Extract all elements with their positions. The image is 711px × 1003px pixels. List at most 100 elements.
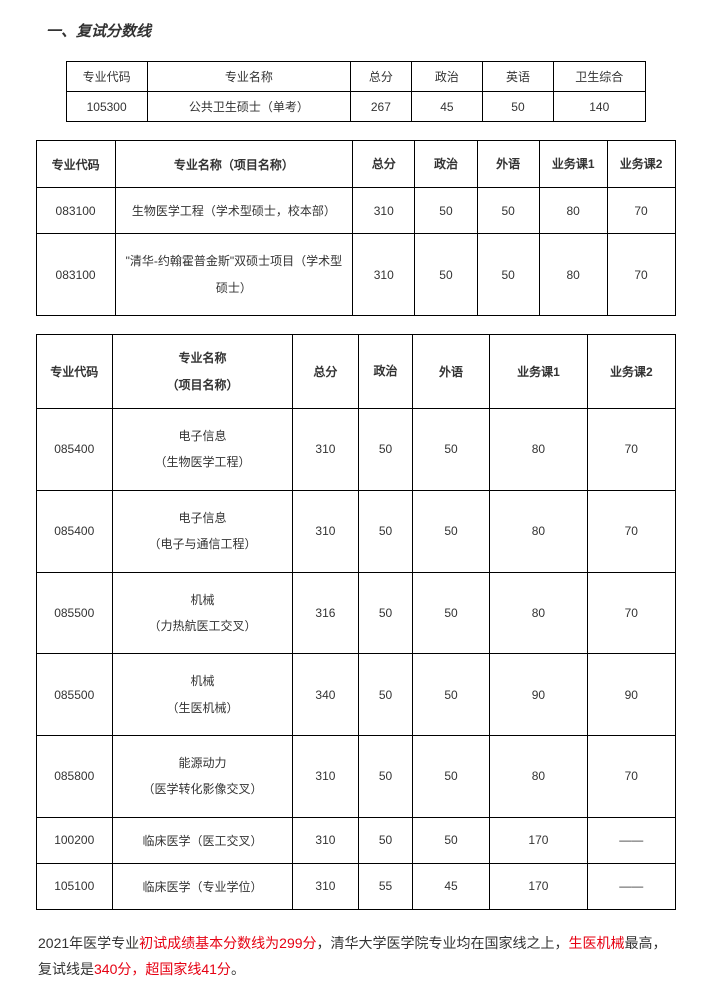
table-row: 083100 "清华-约翰霍普金斯"双硕士项目（学术型硕士） 310 50 50…	[36, 234, 675, 316]
cell: 45	[413, 863, 489, 909]
table-header-row: 专业代码 专业名称（项目名称） 总分 政治 外语 业务课1 业务课2	[36, 141, 675, 188]
cell: 310	[293, 490, 359, 572]
t1-h3: 政治	[411, 62, 482, 92]
cell: "清华-约翰霍普金斯"双硕士项目（学术型硕士）	[115, 234, 353, 316]
cell: 105300	[66, 92, 147, 122]
cell: 45	[411, 92, 482, 122]
t3-h5: 业务课1	[489, 335, 587, 409]
t2-h1: 专业名称（项目名称）	[115, 141, 353, 188]
cell: 机械（生医机械）	[112, 654, 292, 736]
cell: 80	[539, 188, 607, 234]
cell: 50	[358, 736, 413, 818]
cell: 310	[353, 234, 415, 316]
cell: 50	[477, 234, 539, 316]
cell: 50	[358, 817, 413, 863]
cell: 083100	[36, 188, 115, 234]
cell: 55	[358, 863, 413, 909]
t2-h0: 专业代码	[36, 141, 115, 188]
cell: 50	[358, 572, 413, 654]
cell: 70	[588, 736, 675, 818]
fn-red: 340分，超国家线41分	[94, 961, 231, 977]
cell: 80	[489, 490, 587, 572]
cell: ——	[588, 817, 675, 863]
cell: 电子信息（生物医学工程）	[112, 408, 292, 490]
table-2: 专业代码 专业名称（项目名称） 总分 政治 外语 业务课1 业务课2 08310…	[36, 140, 676, 316]
t3-h3: 政治	[358, 335, 413, 409]
cell: 80	[539, 234, 607, 316]
table-row: 085500机械（力热航医工交叉）31650508070	[36, 572, 675, 654]
cell: 50	[413, 490, 489, 572]
cell: 临床医学（医工交叉）	[112, 817, 292, 863]
t1-h5: 卫生综合	[554, 62, 645, 92]
table-row: 105300 公共卫生硕士（单考） 267 45 50 140	[66, 92, 645, 122]
cell: 80	[489, 408, 587, 490]
cell: 50	[482, 92, 553, 122]
section-title: 一、复试分数线	[46, 20, 681, 41]
cell: 70	[588, 490, 675, 572]
fn-text: 2021年医学专业	[38, 935, 139, 951]
t2-h6: 业务课2	[607, 141, 675, 188]
cell: 50	[358, 490, 413, 572]
table-header-row: 专业代码 专业名称 总分 政治 英语 卫生综合	[66, 62, 645, 92]
cell: 100200	[36, 817, 112, 863]
cell: 50	[413, 817, 489, 863]
table-1: 专业代码 专业名称 总分 政治 英语 卫生综合 105300 公共卫生硕士（单考…	[66, 61, 646, 122]
table-row: 105100临床医学（专业学位）3105545170——	[36, 863, 675, 909]
table-row: 085400电子信息（生物医学工程）31050508070	[36, 408, 675, 490]
cell: 临床医学（专业学位）	[112, 863, 292, 909]
cell: ——	[588, 863, 675, 909]
t2-h5: 业务课1	[539, 141, 607, 188]
cell: 50	[413, 654, 489, 736]
cell: 50	[415, 234, 477, 316]
t3-h0: 专业代码	[36, 335, 112, 409]
cell: 085400	[36, 408, 112, 490]
t2-h3: 政治	[415, 141, 477, 188]
cell: 310	[293, 736, 359, 818]
footnote: 2021年医学专业初试成绩基本分数线为299分，清华大学医学院专业均在国家线之上…	[38, 930, 673, 983]
table-row: 083100 生物医学工程（学术型硕士，校本部） 310 50 50 80 70	[36, 188, 675, 234]
table-row: 085400电子信息（电子与通信工程）31050508070	[36, 490, 675, 572]
cell: 085800	[36, 736, 112, 818]
cell: 50	[413, 736, 489, 818]
cell: 340	[293, 654, 359, 736]
t1-h2: 总分	[350, 62, 411, 92]
fn-red: 初试成绩基本分数线为299分	[139, 935, 316, 951]
cell: 生物医学工程（学术型硕士，校本部）	[115, 188, 353, 234]
cell: 90	[588, 654, 675, 736]
table-header-row: 专业代码 专业名称（项目名称） 总分 政治 外语 业务课1 业务课2	[36, 335, 675, 409]
t1-h0: 专业代码	[66, 62, 147, 92]
cell: 50	[477, 188, 539, 234]
cell: 能源动力（医学转化影像交叉）	[112, 736, 292, 818]
cell: 50	[413, 572, 489, 654]
t2-h4: 外语	[477, 141, 539, 188]
cell: 公共卫生硕士（单考）	[147, 92, 350, 122]
table-row: 100200临床医学（医工交叉）3105050170——	[36, 817, 675, 863]
t3-h6: 业务课2	[588, 335, 675, 409]
table-3: 专业代码 专业名称（项目名称） 总分 政治 外语 业务课1 业务课2 08540…	[36, 334, 676, 910]
cell: 310	[293, 817, 359, 863]
fn-red: 生医机械	[569, 935, 625, 951]
cell: 310	[293, 408, 359, 490]
cell: 310	[293, 863, 359, 909]
t2-h2: 总分	[353, 141, 415, 188]
cell: 70	[588, 572, 675, 654]
t3-h4: 外语	[413, 335, 489, 409]
t1-h1: 专业名称	[147, 62, 350, 92]
cell: 电子信息（电子与通信工程）	[112, 490, 292, 572]
table-row: 085500机械（生医机械）34050509090	[36, 654, 675, 736]
cell: 80	[489, 572, 587, 654]
t3-h2: 总分	[293, 335, 359, 409]
cell: 105100	[36, 863, 112, 909]
table-row: 085800能源动力（医学转化影像交叉）31050508070	[36, 736, 675, 818]
cell: 085500	[36, 572, 112, 654]
cell: 085500	[36, 654, 112, 736]
cell: 80	[489, 736, 587, 818]
cell: 70	[588, 408, 675, 490]
t1-h4: 英语	[482, 62, 553, 92]
cell: 机械（力热航医工交叉）	[112, 572, 292, 654]
cell: 50	[413, 408, 489, 490]
cell: 50	[415, 188, 477, 234]
cell: 140	[554, 92, 645, 122]
cell: 50	[358, 408, 413, 490]
cell: 70	[607, 234, 675, 316]
